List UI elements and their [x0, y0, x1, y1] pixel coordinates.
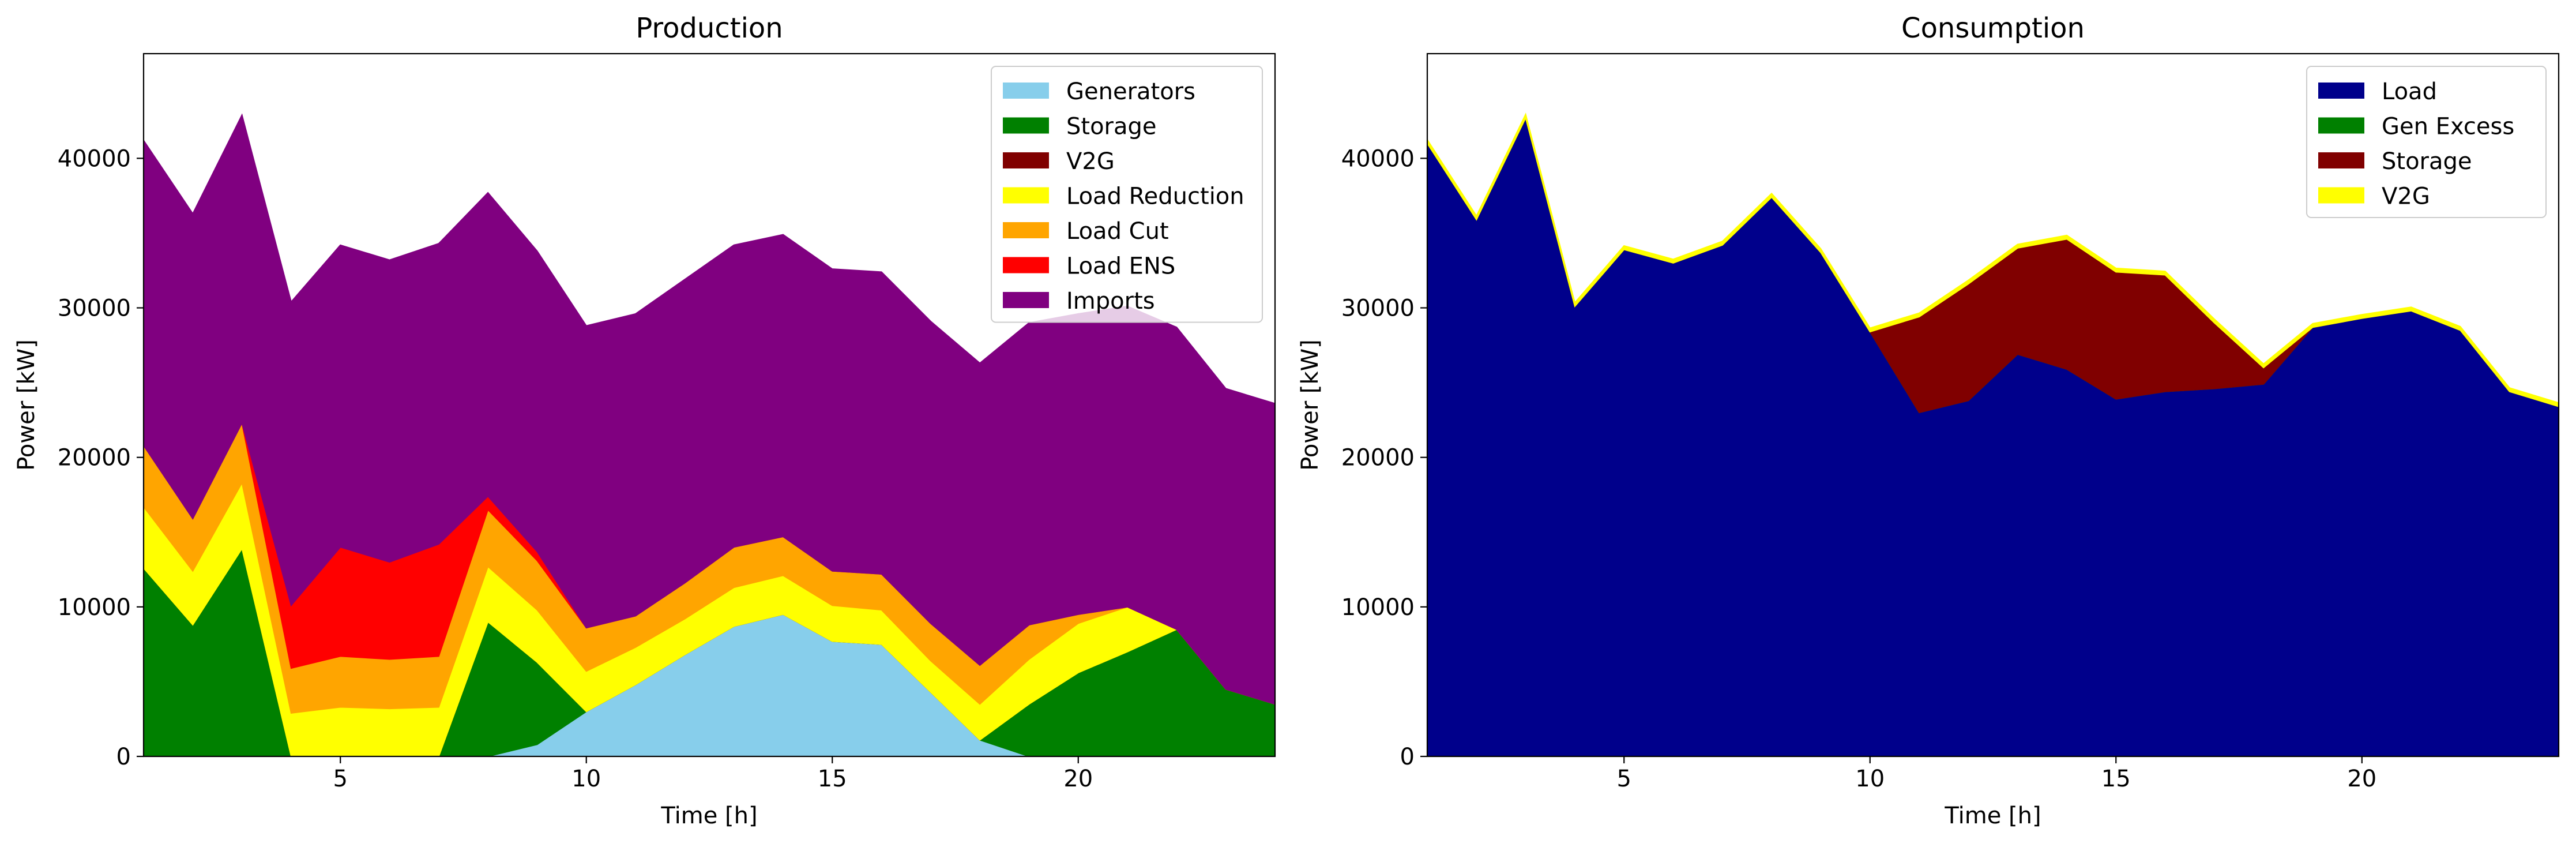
production-axes-frame	[142, 53, 1276, 758]
consumption-legend-swatch-load	[2318, 83, 2364, 99]
consumption-x-tick-label: 5	[1616, 766, 1631, 792]
consumption-legend-label-v2g: V2G	[2382, 183, 2430, 210]
consumption-legend-swatch-v2g	[2318, 187, 2364, 204]
production-y-axis-label: Power [kW]	[13, 339, 40, 471]
production-legend-label-load-reduction: Load Reduction	[1066, 183, 1244, 210]
production-legend-box	[991, 66, 1263, 323]
production-legend-swatch-storage	[1003, 117, 1049, 134]
consumption-x-axis-label: Time [h]	[1944, 803, 2041, 829]
consumption-panel: 5 10 15 20 0 10000 20000 30000 40000 Consumption T…	[1297, 12, 2560, 829]
consumption-y-tick-label: 10000	[1341, 594, 1415, 621]
production-x-tick-label: 5	[333, 766, 347, 792]
production-legend-swatch-load-ens	[1003, 257, 1049, 273]
consumption-legend-swatch-gen-excess	[2318, 117, 2364, 134]
consumption-y-tick-label: 20000	[1341, 445, 1415, 471]
production-panel: 5 10 15 20 0 10000 20000 30000 40000 Production Ti…	[13, 12, 1276, 829]
production-y-tick-label: 10000	[58, 594, 131, 621]
consumption-x-tick-label: 15	[2101, 766, 2131, 792]
production-y-tick-label: 20000	[58, 445, 131, 471]
production-legend-swatch-imports	[1003, 292, 1049, 308]
production-x-tick-label: 20	[1063, 766, 1093, 792]
consumption-x-tick-label: 20	[2347, 766, 2376, 792]
consumption-legend-label-storage: Storage	[2382, 148, 2472, 175]
consumption-area-v2g	[1427, 113, 2559, 407]
production-legend: Generators Storage V2G Load Reduction Load C…	[991, 66, 1263, 323]
consumption-areas	[1427, 113, 2559, 756]
production-areas	[144, 113, 1275, 756]
production-chart-title: Production	[635, 12, 783, 44]
production-x-tick-label: 15	[818, 766, 847, 792]
consumption-legend-label-load: Load	[2382, 78, 2437, 105]
production-x-tick-label: 10	[571, 766, 601, 792]
consumption-axes-frame	[1426, 53, 2560, 758]
production-legend-swatch-v2g	[1003, 152, 1049, 168]
production-x-axis-label: Time [h]	[660, 803, 757, 829]
consumption-legend-swatch-storage	[2318, 152, 2364, 168]
production-legend-label-load-ens: Load ENS	[1066, 253, 1175, 280]
production-legend-label-generators: Generators	[1066, 78, 1195, 105]
production-legend-label-load-cut: Load Cut	[1066, 218, 1169, 245]
production-legend-swatch-load-reduction	[1003, 187, 1049, 204]
production-legend-label-v2g: V2G	[1066, 148, 1115, 175]
production-y-tick-label: 30000	[58, 295, 131, 322]
consumption-y-tick-label: 40000	[1341, 145, 1415, 172]
production-legend-label-storage: Storage	[1066, 114, 1157, 140]
consumption-legend-label-gen-excess: Gen Excess	[2382, 114, 2514, 140]
production-y-tick-label: 0	[116, 744, 131, 770]
consumption-legend-box	[2306, 66, 2547, 218]
consumption-x-tick-label: 10	[1855, 766, 1885, 792]
production-legend-swatch-generators	[1003, 83, 1049, 99]
consumption-y-tick-label: 0	[1400, 744, 1415, 770]
consumption-y-axis-label: Power [kW]	[1297, 339, 1323, 471]
production-legend-label-imports: Imports	[1066, 288, 1155, 314]
consumption-y-tick-label: 30000	[1341, 295, 1415, 322]
production-area-imports	[144, 113, 1275, 705]
consumption-legend: Load Gen Excess Storage V2G	[2306, 66, 2547, 218]
consumption-chart-title: Consumption	[1901, 12, 2085, 44]
production-y-tick-label: 40000	[58, 145, 131, 172]
production-legend-swatch-load-cut	[1003, 222, 1049, 238]
